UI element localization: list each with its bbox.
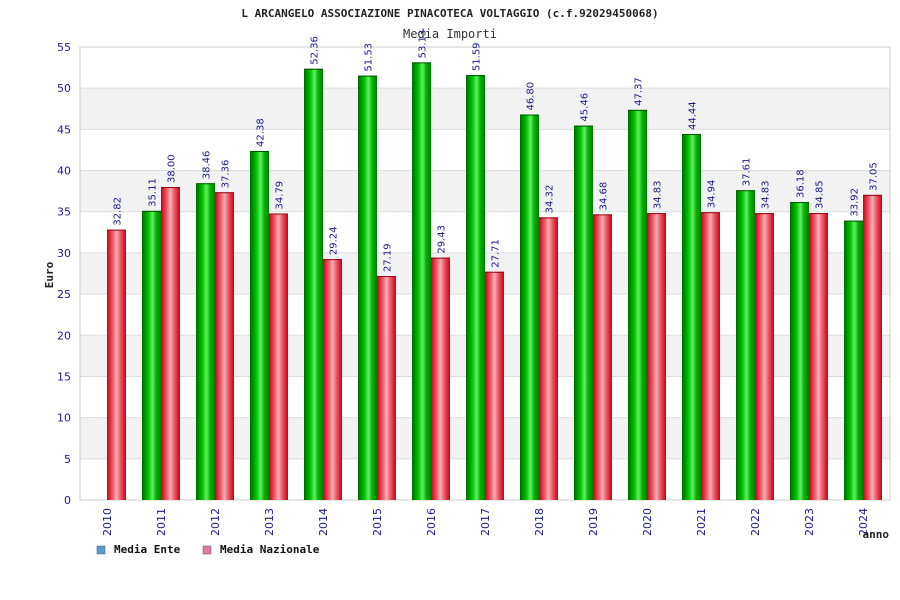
x-tick-label: 2017 [479,508,492,536]
x-tick-label: 2010 [101,508,114,536]
data-label: 42.38 [256,118,267,147]
x-axis-label: anno [863,528,890,541]
data-label: 46.80 [526,82,537,111]
bar-media-nazionale [377,276,396,500]
legend: Media Ente Media Nazionale [96,543,320,556]
data-label: 34.83 [761,180,772,209]
bar-media-nazionale [323,259,342,500]
x-tick-label: 2018 [533,508,546,536]
data-label: 53.13 [418,30,429,59]
x-tick-label: 2011 [155,508,168,536]
data-label: 38.46 [202,151,213,180]
data-label: 29.24 [329,227,340,256]
x-tick-label: 2016 [425,508,438,536]
legend-label-media-ente: Media Ente [114,543,181,556]
y-tick-label: 40 [57,165,71,178]
bar-media-nazionale [701,212,720,501]
y-axis-ticks: 0 5 10 15 20 25 30 35 40 45 50 55 [57,41,71,507]
data-label: 37.61 [742,158,753,187]
data-label: 38.00 [167,154,178,183]
data-label: 36.18 [796,169,807,198]
bar-media-nazionale [539,217,558,500]
bar-media-ente [196,183,215,500]
data-label: 47.37 [634,77,645,106]
x-axis-ticks: 2010 2011 2012 2013 2014 2015 2016 2017 2018 2019… [101,508,870,536]
legend-swatch-media-nazionale [202,545,212,555]
bar-media-ente [142,210,161,500]
bar-media-nazionale [215,192,234,500]
x-tick-label: 2015 [371,508,384,536]
bar-media-nazionale [863,194,882,501]
data-label: 37.05 [869,162,880,191]
x-tick-label: 2019 [587,508,600,536]
x-tick-label: 2024 [857,508,870,536]
x-tick-label: 2013 [263,508,276,536]
y-tick-label: 50 [57,82,71,95]
x-tick-label: 2012 [209,508,222,536]
bar-media-nazionale [755,213,774,501]
bar-media-ente [412,62,431,500]
data-label: 29.43 [437,225,448,254]
data-label: 34.32 [545,185,556,214]
data-label: 35.11 [148,178,159,207]
bar-media-nazionale [809,212,828,501]
data-label: 33.92 [850,188,861,217]
bar-media-ente [574,125,593,501]
data-label: 34.79 [275,181,286,210]
bar-media-nazionale [107,229,126,500]
data-label: 51.53 [364,43,375,72]
chart-title: L ARCANGELO ASSOCIAZIONE PINACOTECA VOLT… [241,7,658,20]
y-tick-label: 25 [57,288,71,301]
y-tick-label: 30 [57,247,71,260]
data-label: 27.19 [383,243,394,272]
bar-media-ente [790,202,809,500]
y-tick-label: 5 [64,453,71,466]
data-label: 34.94 [707,180,718,209]
y-tick-label: 20 [57,329,71,342]
x-tick-label: 2023 [803,508,816,536]
bar-media-nazionale [593,214,612,500]
bar-media-nazionale [431,257,450,500]
chart-subtitle: Media Importi [403,27,497,41]
legend-label-media-nazionale: Media Nazionale [220,543,320,556]
bar-media-ente [304,68,323,500]
x-tick-label: 2021 [695,508,708,536]
bars-group [107,62,882,501]
bar-media-ente [682,133,701,500]
bar-media-nazionale [647,213,666,501]
bar-media-ente [844,220,863,500]
y-axis-label: Euro [43,261,56,288]
data-label: 37.36 [221,160,232,189]
y-tick-label: 15 [57,370,71,383]
data-labels-group: 32.82 35.11 38.00 38.46 37.36 42.38 34.79 52.36… [113,30,880,272]
bar-media-ente [250,150,269,500]
data-label: 34.68 [599,182,610,211]
x-tick-label: 2022 [749,508,762,536]
data-label: 34.83 [653,180,664,209]
bar-media-ente [466,75,485,500]
bar-media-nazionale [269,213,288,500]
y-tick-label: 10 [57,412,71,425]
data-label: 45.46 [580,93,591,122]
data-label: 52.36 [310,36,321,65]
bar-media-ente [520,114,539,501]
legend-swatch-media-ente [96,545,106,555]
data-label: 44.44 [688,101,699,130]
bar-media-ente [358,75,377,500]
data-label: 51.59 [472,42,483,71]
bar-media-nazionale [485,271,504,500]
x-tick-label: 2020 [641,508,654,536]
data-label: 27.71 [491,239,502,268]
data-label: 34.85 [815,180,826,209]
y-tick-label: 35 [57,206,71,219]
y-tick-label: 0 [64,494,71,507]
x-tick-label: 2014 [317,508,330,536]
bar-media-nazionale [161,187,180,500]
bar-media-ente [736,190,755,501]
bar-media-ente [628,109,647,501]
y-tick-label: 55 [57,41,71,54]
y-tick-label: 45 [57,123,71,136]
data-label: 32.82 [113,197,124,226]
